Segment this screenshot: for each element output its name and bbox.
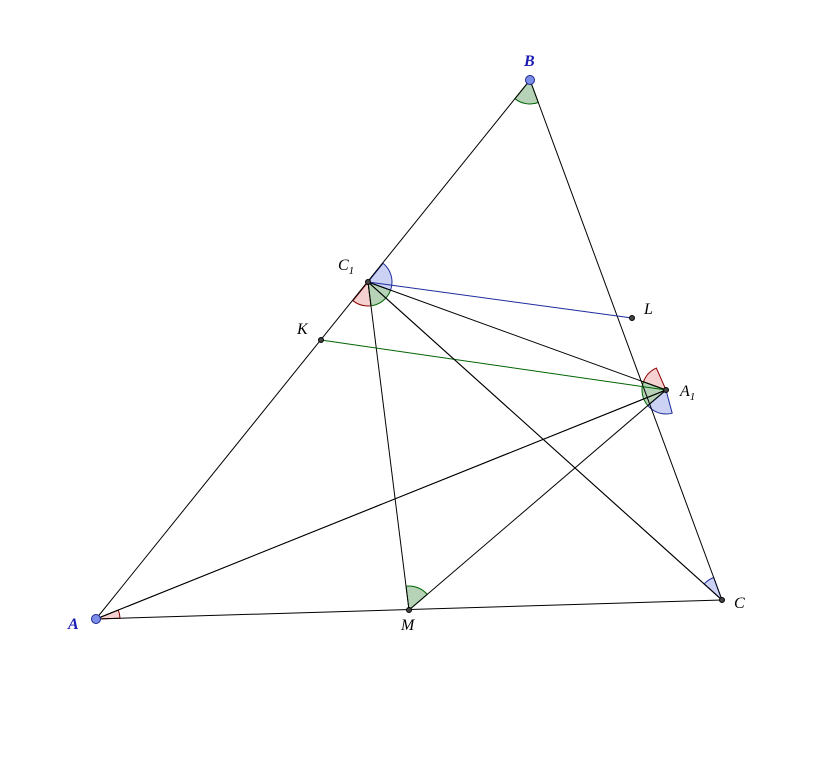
point-M[interactable] [407,608,412,613]
segment-A-B [96,80,530,619]
label-A: A [67,616,79,633]
point-A1[interactable] [664,388,669,393]
point-B[interactable] [526,76,535,85]
segments [96,80,722,619]
segment-C1-C [368,282,722,600]
label-K: K [296,321,309,338]
segment-C1-A1 [368,282,666,390]
label-L: L [643,301,653,318]
label-B: B [523,53,535,70]
point-A[interactable] [92,615,101,624]
angle-C [704,577,722,600]
segment-B-C [530,80,722,600]
segment-A1-M [409,390,666,610]
point-L[interactable] [630,316,635,321]
label-M: M [400,617,416,634]
segment-C1-M [368,282,409,610]
segment-A1-A [96,390,666,619]
label-A1: A1 [679,383,695,403]
segment-K-A1 [321,340,666,390]
angle-markers [96,80,722,619]
geometry-diagram: A B C C1 A1 K L M [0,0,819,781]
segment-C1-L [368,282,632,318]
point-C1[interactable] [366,280,371,285]
point-C[interactable] [720,598,725,603]
angle-M [406,586,427,610]
point-K[interactable] [319,338,324,343]
label-C1: C1 [338,257,354,277]
labels: A B C C1 A1 K L M [67,53,745,634]
label-C: C [734,595,745,612]
